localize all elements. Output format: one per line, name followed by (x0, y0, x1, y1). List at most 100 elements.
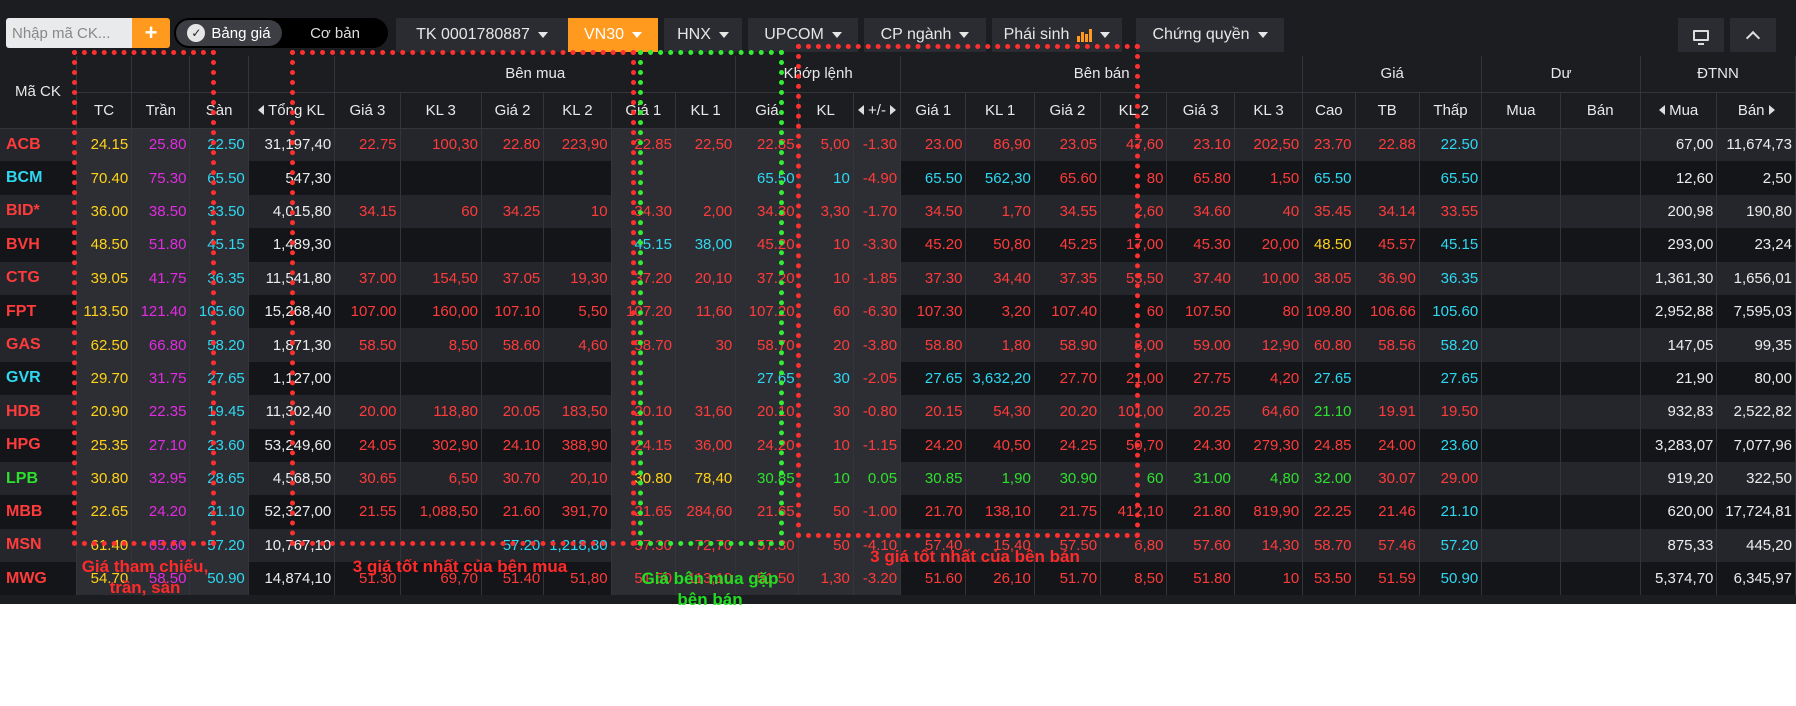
col-san[interactable]: Sàn (190, 92, 248, 128)
cell-thap: 21.10 (1419, 495, 1481, 528)
col-tc[interactable]: TC (76, 92, 131, 128)
tab-vn30[interactable]: VN30 (568, 18, 658, 52)
tab-derivatives[interactable]: Phái sinh (992, 18, 1122, 52)
fullscreen-button[interactable] (1678, 18, 1724, 52)
col-foreign-sell[interactable]: Bán (1717, 92, 1796, 128)
cell-tkl: 31,197,40 (248, 128, 334, 161)
cell-tb: 106.66 (1355, 295, 1419, 328)
table-row[interactable]: BVH 48.50 51.80 45.15 1,489,30 45.15 38,00 45.2… (0, 228, 1796, 261)
add-symbol-button[interactable]: + (132, 18, 170, 48)
col-tran[interactable]: Trần (132, 92, 190, 128)
cell-bk2 (544, 161, 611, 194)
mode-price-board-button[interactable]: ✓ Bảng giá (176, 20, 282, 46)
table-row[interactable]: ACB 24.15 25.80 22.50 31,197,40 22.75 100,30 22… (0, 128, 1796, 161)
col-sell-price-3[interactable]: Giá 3 (1167, 92, 1234, 128)
cell-nb: 7,595,03 (1717, 295, 1796, 328)
table-row[interactable]: BID* 36.00 38.50 33.50 4,015,80 34.15 60 34.25 1… (0, 195, 1796, 228)
symbol-cell[interactable]: BID* (0, 195, 76, 228)
col-buy-price-1[interactable]: Giá 1 (611, 92, 675, 128)
col-buy-vol-3[interactable]: KL 3 (400, 92, 481, 128)
cell-tb: 36.90 (1355, 262, 1419, 295)
col-residual-buy[interactable]: Mua (1482, 92, 1560, 128)
table-row[interactable]: GVR 29.70 31.75 27.65 1,127,00 27.65 30 -2.05 27… (0, 362, 1796, 395)
symbol-cell[interactable]: MSN (0, 529, 76, 562)
col-total-volume[interactable]: Tổng KL (248, 92, 334, 128)
cell-cao: 58.70 (1303, 529, 1355, 562)
cell-bk3: 8,50 (400, 328, 481, 361)
cell-db (1560, 562, 1640, 595)
tab-upcom[interactable]: UPCOM (748, 18, 858, 52)
symbol-cell[interactable]: MBB (0, 495, 76, 528)
cell-mpm: -1.30 (853, 128, 900, 161)
col-buy-price-2[interactable]: Giá 2 (481, 92, 543, 128)
cell-tb: 34.14 (1355, 195, 1419, 228)
cell-san: 22.50 (190, 128, 248, 161)
cell-tran: 27.10 (132, 429, 190, 462)
cell-bg1: 58.70 (611, 328, 675, 361)
symbol-cell[interactable]: LPB (0, 462, 76, 495)
table-row[interactable]: HDB 20.90 22.35 19.45 11,302,40 20.00 118,80 20… (0, 395, 1796, 428)
table-row[interactable]: HPG 25.35 27.10 23.60 53,249,60 24.05 302,90 24… (0, 429, 1796, 462)
col-sell-price-1[interactable]: Giá 1 (901, 92, 966, 128)
mode-basic-button[interactable]: Cơ bản (282, 25, 388, 42)
symbol-cell[interactable]: MWG (0, 562, 76, 595)
symbol-cell[interactable]: GAS (0, 328, 76, 361)
col-low[interactable]: Thấp (1419, 92, 1481, 128)
cell-san: 33.50 (190, 195, 248, 228)
col-symbol[interactable]: Mã CK (0, 56, 76, 128)
cell-tran: 31.75 (132, 362, 190, 395)
cell-thap: 58.20 (1419, 328, 1481, 361)
cell-dm (1482, 529, 1560, 562)
cell-mk: 10 (798, 262, 853, 295)
col-match-price[interactable]: Giá (736, 92, 798, 128)
col-sell-vol-2[interactable]: KL 2 (1101, 92, 1167, 128)
table-row[interactable]: GAS 62.50 66.80 58.20 1,871,30 58.50 8,50 58.60… (0, 328, 1796, 361)
chevron-down-icon (719, 32, 729, 38)
symbol-cell[interactable]: HDB (0, 395, 76, 428)
table-row[interactable]: MWG 54.70 58.50 50.90 14,874,10 51.30 69,70 51.… (0, 562, 1796, 595)
table-row[interactable]: FPT 113.50 121.40 105.60 15,268,40 107.00 160,… (0, 295, 1796, 328)
col-sell-price-2[interactable]: Giá 2 (1034, 92, 1100, 128)
symbol-cell[interactable]: ACB (0, 128, 76, 161)
symbol-search-input[interactable] (6, 18, 132, 48)
symbol-cell[interactable]: BCM (0, 161, 76, 194)
symbol-cell[interactable]: GVR (0, 362, 76, 395)
tab-hnx[interactable]: HNX (664, 18, 742, 52)
symbol-cell[interactable]: BVH (0, 228, 76, 261)
col-buy-price-3[interactable]: Giá 3 (335, 92, 400, 128)
col-sell-vol-3[interactable]: KL 3 (1234, 92, 1302, 128)
cell-mk: 3,30 (798, 195, 853, 228)
tab-sector[interactable]: CP ngành (864, 18, 986, 52)
annotation-sell-text: 3 giá tốt nhất của bên bán (870, 547, 1080, 566)
table-row[interactable]: LPB 30.80 32.95 28.65 4,568,50 30.65 6,50 30.70… (0, 462, 1796, 495)
col-buy-vol-1[interactable]: KL 1 (675, 92, 735, 128)
col-residual-sell[interactable]: Bán (1560, 92, 1640, 128)
col-match-vol[interactable]: KL (798, 92, 853, 128)
col-foreign-buy[interactable]: Mua (1640, 92, 1716, 128)
table-row[interactable]: BCM 70.40 75.30 65.50 547,30 65.50 10 -4.90 65.5… (0, 161, 1796, 194)
symbol-cell[interactable]: CTG (0, 262, 76, 295)
table-row[interactable]: CTG 39.05 41.75 36.35 11,541,80 37.00 154,50 37… (0, 262, 1796, 295)
collapse-button[interactable] (1730, 18, 1776, 52)
cell-cao: 109.80 (1303, 295, 1355, 328)
cell-nm: 919,20 (1640, 462, 1716, 495)
cell-sk2: 412,10 (1101, 495, 1167, 528)
col-avg[interactable]: TB (1355, 92, 1419, 128)
cell-bk3: 160,00 (400, 295, 481, 328)
symbol-cell[interactable]: FPT (0, 295, 76, 328)
tab-account[interactable]: TK 0001780887 (396, 18, 568, 52)
cell-tb: 22.88 (1355, 128, 1419, 161)
cell-sk1: 40,50 (966, 429, 1034, 462)
col-foreign-sell-label: Bán (1738, 102, 1765, 119)
col-high[interactable]: Cao (1303, 92, 1355, 128)
cell-sg3: 20.25 (1167, 395, 1234, 428)
cell-bg2 (481, 362, 543, 395)
tab-warrants[interactable]: Chứng quyền (1136, 18, 1284, 52)
col-blank (76, 56, 131, 92)
cell-sk1: 1,70 (966, 195, 1034, 228)
table-row[interactable]: MBB 22.65 24.20 21.10 52,327,00 21.55 1,088,50… (0, 495, 1796, 528)
col-buy-vol-2[interactable]: KL 2 (544, 92, 611, 128)
symbol-cell[interactable]: HPG (0, 429, 76, 462)
col-sell-vol-1[interactable]: KL 1 (966, 92, 1034, 128)
col-change[interactable]: +/- (853, 92, 900, 128)
